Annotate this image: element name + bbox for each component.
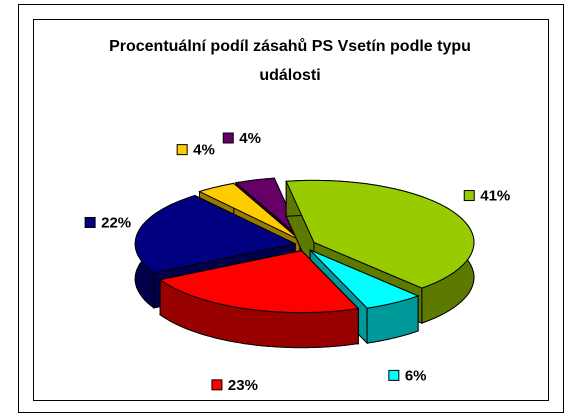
slice-top <box>309 249 420 309</box>
pie <box>134 177 475 349</box>
data-label: 4% <box>239 130 261 147</box>
title-box: Procentuální podíl zásahů PS Vsetín podl… <box>109 38 471 84</box>
slice-top <box>285 179 475 289</box>
label-key <box>388 369 400 381</box>
label-key <box>463 190 475 202</box>
label-key <box>211 379 223 391</box>
slice-top <box>134 194 297 274</box>
data-label: 41% <box>480 188 510 205</box>
slice-top <box>198 182 301 241</box>
data-label: 4% <box>193 142 215 159</box>
label-key <box>84 216 96 228</box>
slice <box>158 249 360 349</box>
data-label: 6% <box>405 367 427 384</box>
chart-title: Procentuální podíl zásahů PS Vsetín podl… <box>109 38 471 84</box>
data-label: 23% <box>228 377 258 394</box>
labels: 41% 6% 23% 22% 4% 4% <box>84 130 510 394</box>
label-key <box>176 144 188 156</box>
label-key <box>222 132 234 144</box>
slice-top <box>158 250 360 314</box>
data-label: 22% <box>101 214 131 231</box>
plot-frame <box>33 19 549 401</box>
slice-top <box>234 177 303 240</box>
